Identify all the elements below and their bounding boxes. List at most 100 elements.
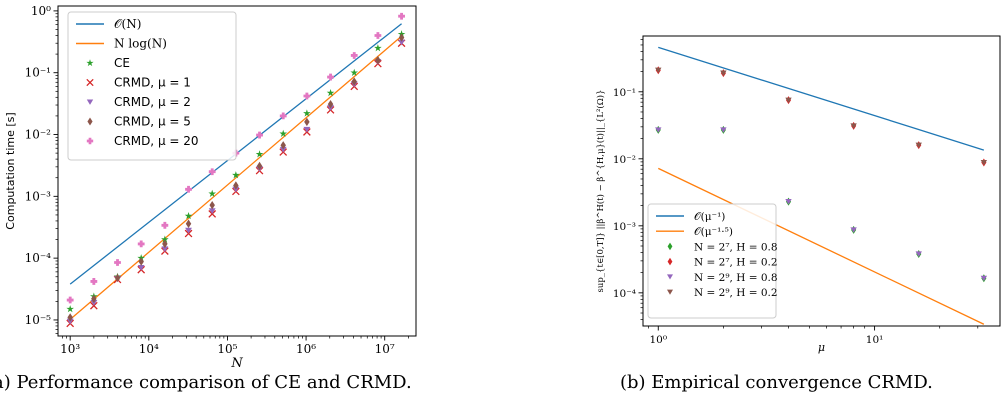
data-point [655, 67, 662, 74]
caption-left: (a) Performance comparison of CE and CRM… [0, 372, 412, 393]
data-point [279, 146, 287, 153]
data-point [208, 208, 216, 215]
y-tick-label: 10⁻² [613, 154, 636, 166]
series-line-2 [69, 35, 402, 320]
x-tick-label: 10⁴ [139, 342, 159, 356]
data-point [66, 305, 74, 313]
data-point [66, 296, 74, 304]
data-point [850, 123, 857, 129]
data-point [137, 264, 145, 271]
data-point [280, 141, 286, 150]
x-tick-label: 10³ [60, 342, 80, 356]
data-point [162, 239, 168, 249]
data-point [90, 278, 98, 285]
data-point [375, 55, 381, 65]
legend-label: N = 2⁷, H = 0.2 [694, 257, 778, 269]
x-tick-label: 10⁰ [649, 334, 667, 346]
data-point [185, 185, 192, 193]
y-axis-label: Computation time [s] [4, 112, 17, 229]
data-point [138, 257, 144, 266]
legend-marker-swatch [86, 59, 94, 67]
data-point [208, 189, 217, 198]
legend-marker-swatch [86, 78, 94, 87]
data-point [327, 99, 334, 109]
legend: 𝒪(N) N log(N) CE CRMD, μ = 1 CRMD, μ = 2 CRMD… [67, 11, 237, 161]
data-point [655, 127, 662, 133]
legend-box [647, 203, 777, 319]
y-axis-label: sup_{t∈[0,T]} ||β^H(t) − β^{H,μ}(t)||_{L… [595, 90, 606, 293]
data-point [350, 52, 358, 59]
data-point [398, 12, 405, 20]
y-tick-label: 10⁻³ [25, 189, 52, 203]
legend-marker-swatch [667, 289, 673, 295]
legend-label: CRMD, μ = 20 [114, 134, 199, 148]
data-point [256, 161, 263, 171]
data-point [374, 32, 382, 39]
legend-marker-swatch [667, 242, 673, 251]
legend-marker-swatch [667, 257, 673, 266]
data-point [137, 240, 145, 248]
series-line-2 [657, 167, 985, 325]
legend-label: 𝒪(N) [114, 17, 141, 31]
data-point [233, 181, 239, 190]
y-tick-label: 10⁻⁴ [25, 251, 52, 265]
data-point [720, 127, 727, 133]
legend-marker-swatch [86, 99, 94, 105]
data-point [209, 200, 215, 210]
data-point [255, 150, 264, 158]
series-4 [655, 67, 988, 166]
legend-box [67, 11, 237, 161]
legend-label: 𝒪(μ⁻¹·⁵) [694, 226, 733, 238]
plot-frame [642, 35, 1001, 327]
y-tick-label: 10⁻¹ [613, 87, 636, 99]
data-point [915, 251, 922, 257]
chart-1: 10³ 10⁴ 10⁵ 10⁶ 10⁷ 10⁻⁵ 10⁻⁴ 10⁻³ 10⁻² 10⁻¹ 10⁰ N C… [4, 4, 417, 371]
data-point [374, 44, 382, 52]
data-point [256, 131, 263, 139]
data-point [67, 313, 73, 322]
data-point [303, 92, 311, 100]
y-tick-label: 10⁻³ [613, 221, 636, 233]
legend-label: N = 2⁷, H = 0.8 [694, 241, 778, 253]
data-point [351, 77, 357, 86]
y-tick-label: 10⁻⁵ [25, 313, 52, 327]
legend-marker-swatch [667, 274, 673, 280]
series-4 [67, 33, 405, 322]
data-point [208, 168, 216, 176]
x-tick-label: 10⁶ [296, 342, 316, 356]
series-2 [655, 66, 987, 167]
data-point [327, 73, 334, 81]
data-point [304, 117, 310, 127]
data-point [398, 39, 405, 46]
x-axis-label: μ [818, 341, 825, 354]
legend-label: CRMD, μ = 5 [114, 115, 191, 129]
data-point [326, 88, 335, 97]
data-point [350, 68, 359, 76]
caption-right: (b) Empirical convergence CRMD. [620, 372, 933, 393]
series-3 [655, 127, 988, 282]
x-tick-label: 10⁷ [375, 342, 395, 356]
data-point [114, 273, 121, 283]
data-point [303, 126, 311, 133]
legend-marker-swatch [87, 117, 93, 126]
x-tick-label: 10⁵ [217, 342, 237, 356]
series-line-1 [658, 46, 985, 151]
legend-label: CE [114, 56, 130, 70]
data-point [850, 227, 857, 233]
data-point [161, 235, 169, 243]
y-tick-label: 10⁰ [31, 4, 51, 18]
data-point [785, 97, 792, 104]
plot-frame [57, 5, 417, 337]
data-point [279, 112, 287, 120]
data-point [185, 219, 192, 228]
data-point [114, 259, 121, 266]
data-point [185, 227, 192, 234]
y-tick-label: 10⁻² [25, 128, 52, 142]
x-axis-label: N [230, 356, 243, 371]
legend-marker-swatch [86, 137, 94, 145]
legend-label: 𝒪(μ⁻¹) [694, 211, 725, 223]
data-point [785, 199, 792, 205]
data-point [980, 275, 988, 282]
data-point [915, 142, 922, 149]
